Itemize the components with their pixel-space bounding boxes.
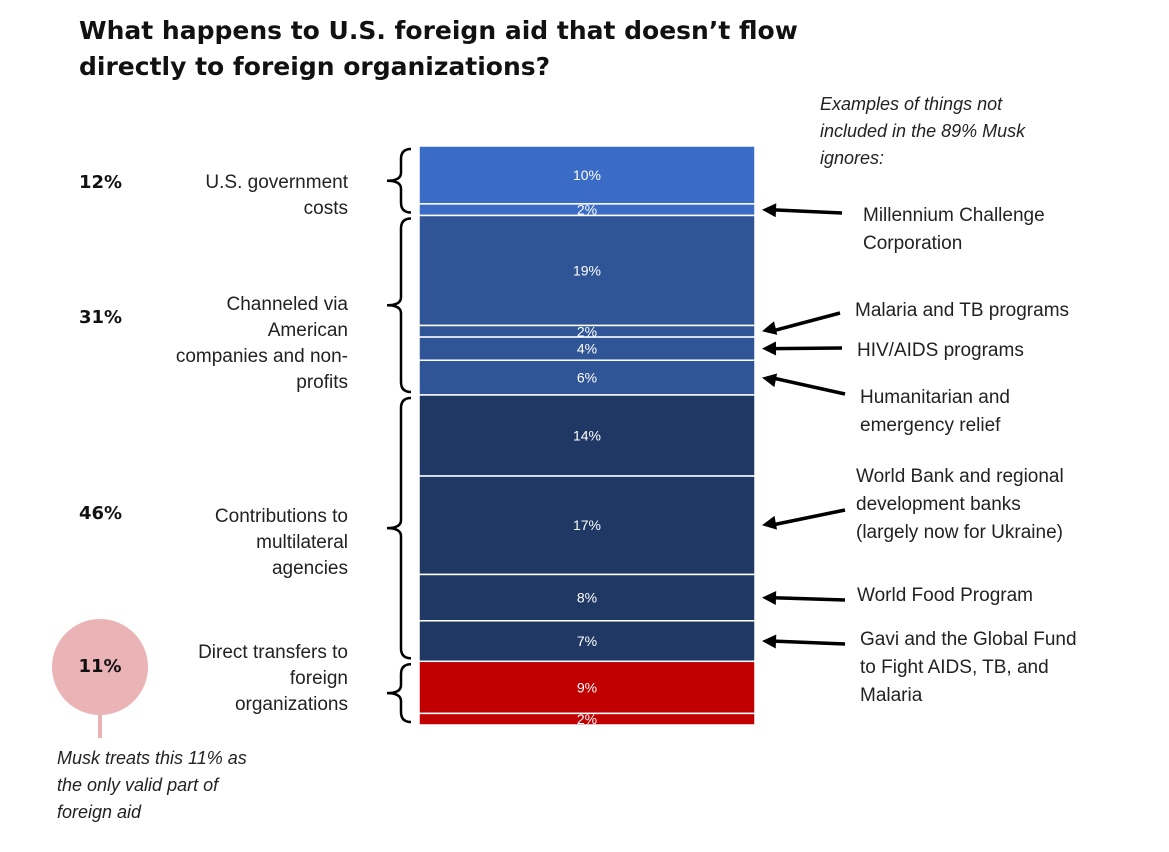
- annotation-arrow-head-5: [762, 515, 778, 530]
- annotation-arrow-shaft-5: [773, 508, 846, 527]
- group-label-direct-line-2: foreign: [290, 668, 348, 689]
- group-label-multilateral-line-1: Contributions to: [215, 506, 348, 527]
- annotation-label-4-line-2: emergency relief: [860, 415, 1001, 436]
- chart-title-line-2: directly to foreign organizations?: [79, 52, 551, 81]
- group-label-channeled-line-1: Channeled via: [227, 294, 349, 315]
- annotation-arrow-head-6: [762, 591, 777, 606]
- bar-segment-9: [418, 573, 756, 622]
- annotation-arrow-head-4: [762, 373, 778, 388]
- segment-value-label-10: 7%: [577, 633, 597, 649]
- annotation-label-5-line-2: development banks: [856, 494, 1021, 515]
- annotation-arrow-head-2: [762, 321, 778, 335]
- annotation-label-4-line-1: Humanitarian and: [860, 387, 1010, 408]
- segment-value-label-11: 9%: [577, 679, 597, 695]
- group-label-multilateral-line-2: multilateral: [256, 532, 348, 553]
- footnote: Musk treats this 11% as the only valid pa…: [57, 748, 247, 822]
- highlight-bubble: [52, 619, 148, 715]
- annotation-label-2-line-1: Malaria and TB programs: [855, 300, 1069, 321]
- annotation-arrow-shaft-3: [773, 346, 843, 351]
- annotations-header-line-2: included in the 89% Musk: [820, 121, 1026, 141]
- chart-title: What happens to U.S. foreign aid that do…: [79, 13, 839, 85]
- annotation-label-1-line-2: Corporation: [863, 233, 962, 254]
- bar-segments: 10% 2% 19% 2% 4% 6% 14% 17% 8% 7% 9% 2%: [418, 145, 756, 727]
- annotation-label-7-line-1: Gavi and the Global Fund: [860, 629, 1077, 650]
- group-label-gov-line-1: U.S. government: [205, 172, 348, 193]
- group-label-channeled-line-4: profits: [296, 372, 348, 393]
- annotation-label-7-line-3: Malaria: [860, 685, 923, 706]
- chart-title-line-1: What happens to U.S. foreign aid that do…: [79, 16, 798, 45]
- group-brackets: [386, 147, 412, 724]
- footnote-line-2: the only valid part of: [57, 775, 220, 795]
- segment-value-label-7: 14%: [573, 428, 601, 444]
- bracket-direct: [386, 663, 412, 724]
- segment-value-label-6: 6%: [577, 370, 597, 386]
- segment-value-label-8: 17%: [573, 517, 601, 533]
- group-label-direct-line-1: Direct transfers to: [198, 642, 348, 663]
- annotations-header-line-1: Examples of things not: [820, 94, 1003, 114]
- annotation-label-3-line-1: HIV/AIDS programs: [857, 340, 1024, 361]
- segment-value-label-12: 2%: [577, 711, 597, 727]
- annotation-label-7-line-2: to Fight AIDS, TB, and: [860, 657, 1049, 678]
- footnote-line-3: foreign aid: [57, 802, 142, 822]
- segment-value-label-3: 19%: [573, 262, 601, 278]
- segment-value-label-5: 4%: [577, 341, 597, 357]
- group-percent-gov: 12%: [79, 172, 122, 193]
- group-percent-multilateral: 46%: [79, 503, 122, 524]
- annotation-arrow-shaft-6: [773, 595, 846, 602]
- bar-segment-3: [418, 214, 756, 327]
- annotation-arrow-head-7: [762, 634, 777, 649]
- bracket-channeled: [386, 217, 412, 394]
- group-labels: 12% U.S. government costs 31% Channeled via A…: [52, 172, 349, 738]
- annotation-label-5-line-3: (largely now for Ukraine): [856, 522, 1063, 543]
- annotation-arrow-shaft-7: [773, 639, 846, 646]
- annotation-label-5-line-1: World Bank and regional: [856, 466, 1064, 487]
- annotation-arrow-head-3: [762, 341, 777, 356]
- footnote-line-1: Musk treats this 11% as: [57, 748, 247, 768]
- annotation-arrow-head-1: [762, 203, 777, 218]
- segment-value-label-4: 2%: [577, 323, 597, 339]
- bar-segment-11: [418, 660, 756, 715]
- group-label-channeled-line-3: companies and non-: [176, 346, 348, 367]
- annotation-arrow-shaft-2: [773, 311, 841, 333]
- annotation-arrow-shaft-4: [773, 376, 846, 396]
- bar-segment-8: [418, 475, 756, 576]
- group-label-multilateral-line-3: agencies: [272, 558, 348, 579]
- segment-value-label-9: 8%: [577, 590, 597, 606]
- group-label-direct-line-3: organizations: [235, 694, 348, 715]
- group-percent-channeled: 31%: [79, 307, 122, 328]
- group-label-gov-line-2: costs: [304, 198, 348, 219]
- segment-value-label-1: 10%: [573, 167, 601, 183]
- bar-segment-6: [418, 359, 756, 396]
- group-percent-direct: 11%: [78, 656, 121, 677]
- annotations-header-line-3: ignores:: [820, 148, 884, 168]
- bar-segment-12: [418, 712, 756, 726]
- annotation-arrow-shaft-1: [773, 208, 843, 215]
- bracket-gov: [386, 147, 412, 214]
- group-label-channeled-line-2: American: [268, 320, 348, 341]
- bracket-multilateral: [386, 396, 412, 660]
- annotations: Examples of things not included in the 89…: [762, 94, 1077, 706]
- annotation-label-6-line-1: World Food Program: [857, 585, 1033, 606]
- bar-segment-7: [418, 394, 756, 477]
- segment-value-label-2: 2%: [577, 202, 597, 218]
- annotation-label-1-line-1: Millennium Challenge: [863, 205, 1045, 226]
